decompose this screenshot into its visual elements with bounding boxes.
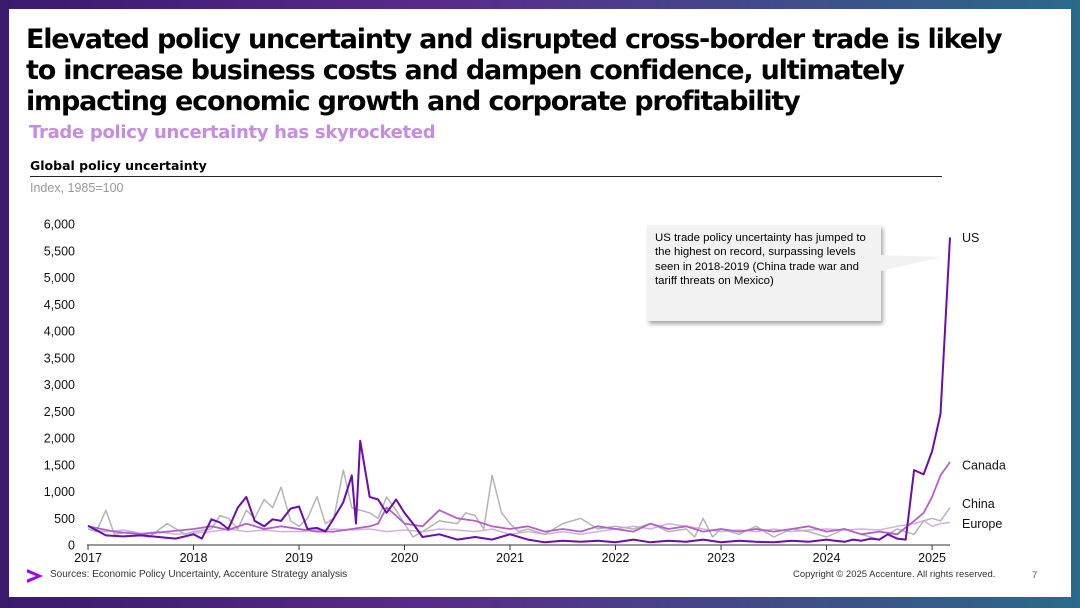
y-tick-label: 0 <box>68 539 75 553</box>
y-tick-label: 2,500 <box>44 405 75 419</box>
accenture-logo-icon <box>27 569 43 583</box>
page-number: 7 <box>1032 570 1038 581</box>
y-tick-label: 5,000 <box>44 271 75 285</box>
chart-title: Global policy uncertainty <box>30 158 207 173</box>
series-label-china: China <box>962 497 995 511</box>
y-tick-label: 4,500 <box>44 298 75 312</box>
y-tick-label: 6,000 <box>44 218 75 232</box>
chart-title-rule <box>30 176 942 177</box>
y-tick-label: 1,500 <box>44 458 75 472</box>
series-label-europe: Europe <box>962 517 1002 531</box>
series-label-us: US <box>962 231 979 245</box>
series-line-canada <box>87 461 951 536</box>
subheadline: Trade policy uncertainty has skyrocketed <box>29 122 436 143</box>
y-tick-label: 500 <box>54 512 75 526</box>
y-tick-label: 3,500 <box>44 351 75 365</box>
callout-pointer <box>881 255 943 271</box>
slide <box>9 9 1071 597</box>
series-line-china <box>87 469 951 541</box>
y-tick-label: 4,000 <box>44 325 75 339</box>
series-line-us <box>87 237 951 544</box>
series-label-canada: Canada <box>962 458 1006 472</box>
y-axis: 0 500 1,000 1,500 2,000 2,500 3,000 3,500 4,000 4… <box>44 218 75 553</box>
y-tick-label: 3,000 <box>44 378 75 392</box>
series-lines <box>87 237 951 544</box>
x-tick-label: 2017 <box>74 551 102 565</box>
x-tick-label: 2022 <box>602 551 630 565</box>
x-tick-label: 2025 <box>918 551 946 565</box>
x-tick-label: 2024 <box>813 551 841 565</box>
series-labels: US Canada China Europe <box>962 231 1006 531</box>
annotation-text: US trade policy uncertainty has jumped t… <box>655 232 866 288</box>
y-tick-label: 2,000 <box>44 432 75 446</box>
sources-note: Sources: Economic Policy Uncertainty, Ac… <box>50 569 348 580</box>
x-axis: 2017 2018 2019 2020 2021 2022 2023 2024 2025 <box>74 544 950 565</box>
x-tick-label: 2019 <box>285 551 313 565</box>
headline: Elevated policy uncertainty and disrupte… <box>26 24 1002 117</box>
x-tick-label: 2020 <box>391 551 419 565</box>
chart-subtitle: Index, 1985=100 <box>30 181 124 195</box>
x-tick-label: 2021 <box>496 551 524 565</box>
x-tick-label: 2018 <box>180 551 208 565</box>
y-tick-label: 1,000 <box>44 485 75 499</box>
x-tick-label: 2023 <box>707 551 735 565</box>
annotation-callout: US trade policy uncertainty has jumped t… <box>647 225 881 321</box>
copyright: Copyright © 2025 Accenture. All rights r… <box>793 569 996 580</box>
y-tick-label: 5,500 <box>44 244 75 258</box>
